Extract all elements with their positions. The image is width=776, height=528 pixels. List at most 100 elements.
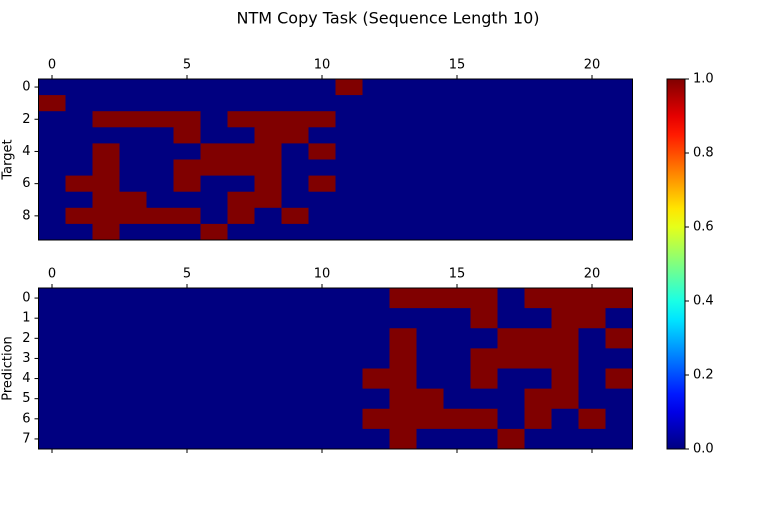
heatmap-cell [551,328,579,349]
heatmap-cell [227,428,255,450]
heatmap-cell [416,288,444,309]
heatmap-cell [497,143,525,160]
heatmap-cell [254,191,282,209]
heatmap-cell [308,428,336,450]
heatmap-cell [254,408,282,430]
heatmap-cell [470,111,498,128]
heatmap-cell [497,223,525,241]
heatmap-cell [254,368,282,390]
heatmap-cell [470,348,498,369]
heatmap-cell [281,428,309,450]
heatmap-cell [173,288,201,309]
heatmap-cell [578,159,606,176]
heatmap-cell [119,143,147,160]
heatmap-cell [389,408,417,430]
heatmap-cell [362,288,390,309]
heatmap-cell [281,207,309,225]
heatmap-cell [362,223,390,241]
heatmap-cell [389,79,417,96]
heatmap-cell [92,127,120,144]
heatmap-cell [497,368,525,390]
heatmap-cell [335,328,363,349]
heatmap-cell [200,127,228,144]
heatmap-cell [200,95,228,112]
heatmap-cell [551,308,579,329]
heatmap-cell [173,408,201,430]
heatmap-cell [146,79,174,96]
colorbar-tick-label: 0.2 [693,368,714,383]
heatmap-cell [605,143,633,160]
heatmap-cell [389,428,417,450]
heatmap-cell [119,111,147,128]
heatmap-cell [389,143,417,160]
heatmap-cell [443,348,471,369]
heatmap-cell [281,288,309,309]
heatmap-cell [173,388,201,410]
heatmap-cell [416,191,444,209]
heatmap-cell [335,207,363,225]
heatmap-cell [146,223,174,241]
heatmap-cell [524,79,552,96]
heatmap-cell [605,288,633,309]
heatmap-cell [497,288,525,309]
heatmap-cell [335,127,363,144]
heatmap-cell [65,207,93,225]
heatmap-cell [200,348,228,369]
heatmap-cell [497,159,525,176]
heatmap-cell [227,111,255,128]
heatmap-cell [119,175,147,193]
x-tick-label: 10 [314,58,331,73]
heatmap-cell [497,348,525,369]
heatmap-cell [227,308,255,329]
y-tick-label: 2 [22,112,30,127]
heatmap-cell [119,428,147,450]
heatmap-cell [119,388,147,410]
heatmap-cell [65,408,93,430]
heatmap-cell [227,127,255,144]
heatmap-cell [227,348,255,369]
heatmap-cell [92,79,120,96]
heatmap-cell [281,175,309,193]
x-tick-label: 15 [449,58,466,73]
heatmap-cell [416,159,444,176]
heatmap-cell [65,308,93,329]
heatmap-cell [497,79,525,96]
heatmap-cell [227,223,255,241]
heatmap-cell [416,127,444,144]
heatmap-cell [308,95,336,112]
heatmap-cell [308,159,336,176]
heatmap-cell [254,428,282,450]
heatmap-cell [524,308,552,329]
heatmap-cell [38,308,66,329]
heatmap-cell [173,111,201,128]
heatmap-cell [92,191,120,209]
heatmap-cell [146,408,174,430]
heatmap-cell [362,328,390,349]
heatmap-cell [200,79,228,96]
heatmap-cell [173,191,201,209]
heatmap-cell [335,428,363,450]
heatmap-cell [308,191,336,209]
y-tick-label: 2 [22,331,30,346]
heatmap-cell [281,159,309,176]
heatmap-cell [470,191,498,209]
heatmap-cell [578,308,606,329]
heatmap-cell [65,79,93,96]
colorbar-tick-label: 0.6 [693,220,714,235]
heatmap-cell [551,95,579,112]
heatmap-cell [443,408,471,430]
heatmap-cell [443,127,471,144]
heatmap-cell [119,207,147,225]
heatmap-cell [578,175,606,193]
heatmap-cell [389,348,417,369]
heatmap-cell [389,207,417,225]
y-tick-label: 8 [22,208,30,223]
heatmap-cell [335,191,363,209]
heatmap-cell [389,111,417,128]
heatmap-cell [578,328,606,349]
heatmap-cell [551,428,579,450]
heatmap-cell [605,207,633,225]
heatmap-cell [416,95,444,112]
heatmap-cell [308,207,336,225]
y-axis-label: Target [1,139,16,180]
